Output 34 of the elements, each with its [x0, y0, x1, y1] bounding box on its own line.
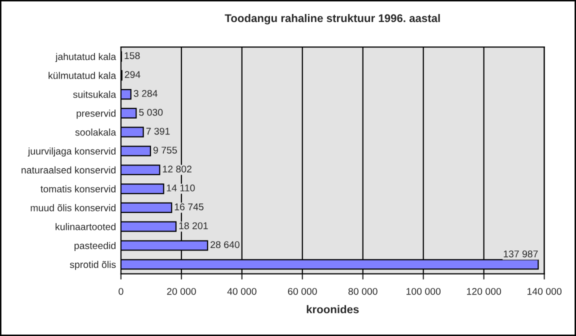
data-label: 5 030 [139, 108, 163, 116]
x-tick-label: 140 000 [527, 288, 562, 295]
x-tick-label: 0 [118, 288, 124, 295]
x-tick-label: 100 000 [406, 288, 441, 295]
y-tick-label: tomatis konservid [40, 185, 116, 192]
data-label: 7 391 [146, 128, 170, 135]
y-tick-label: soolakala [75, 128, 116, 136]
x-tick-label: 60 000 [288, 288, 317, 295]
data-label: 9 755 [153, 146, 177, 154]
data-label: 12 802 [162, 166, 192, 172]
y-tick-label: preservid [76, 110, 116, 119]
data-label: 137 987 [504, 250, 538, 258]
data-label: 14 110 [166, 184, 195, 192]
y-tick-label: külmutatud kala [48, 72, 116, 80]
x-tick-label: 20 000 [167, 288, 196, 295]
x-tick-label: 120 000 [467, 288, 502, 295]
y-tick-label: sprotid õlis [70, 260, 116, 270]
x-tick-label: 40 000 [227, 288, 256, 295]
y-tick-label: pasteedid [74, 242, 116, 252]
data-label: 18 201 [179, 222, 208, 230]
y-tick-label: suitsukala [73, 90, 116, 98]
data-label: 16 745 [174, 203, 204, 210]
y-tick-label: muud õlis konservid [30, 204, 116, 212]
x-axis-title: kroonides [306, 305, 359, 314]
y-tick-label: juurviljaga konservid [28, 147, 116, 157]
x-tick-label: 80 000 [348, 288, 378, 295]
y-tick-label: naturaalsed konservid [22, 166, 116, 174]
data-label: 294 [124, 71, 140, 78]
y-tick-label: jahutatud kala [55, 52, 116, 62]
chart-title: Toodangu rahaline struktuur 1996. aastal [224, 14, 440, 24]
data-label: 28 640 [210, 241, 240, 248]
y-tick-label: kulinaartooted [56, 223, 116, 230]
data-label: 3 284 [134, 90, 158, 97]
data-label: 158 [124, 52, 140, 60]
